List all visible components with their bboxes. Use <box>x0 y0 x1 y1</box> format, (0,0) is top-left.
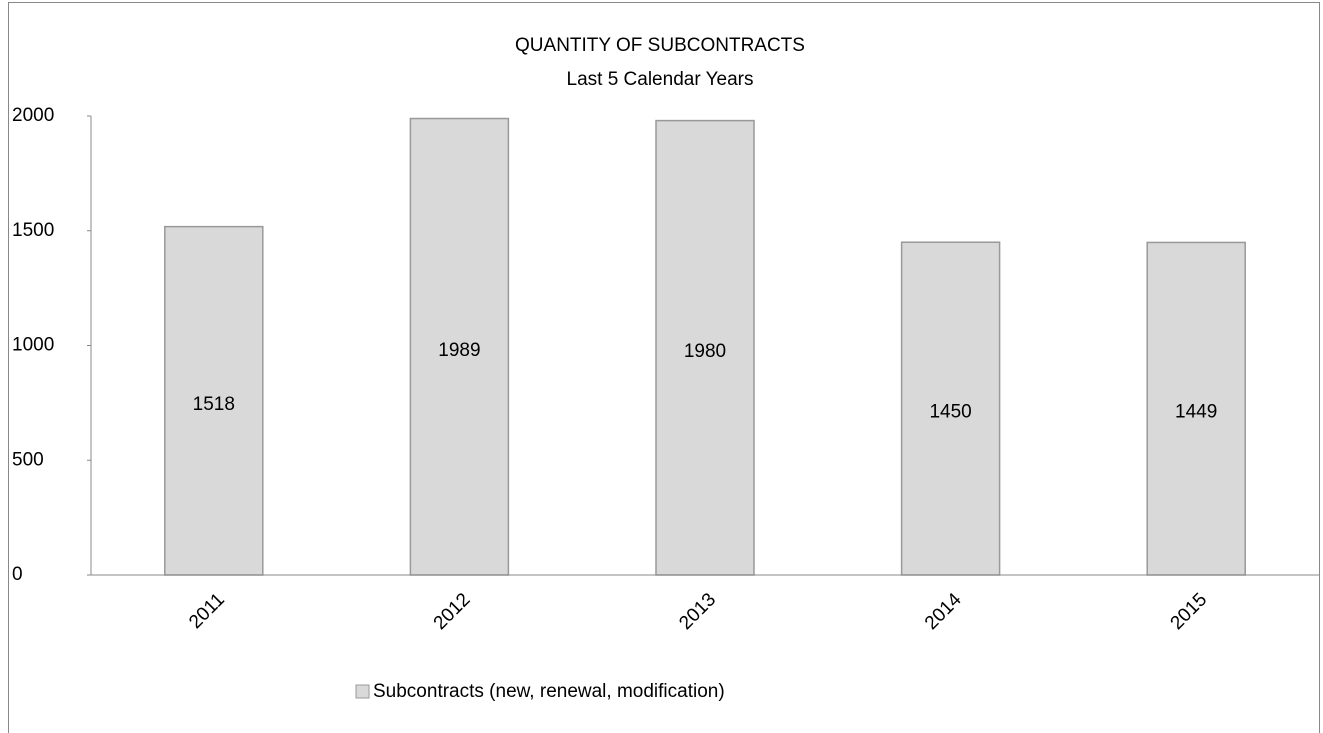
y-tick-label: 2000 <box>12 105 54 126</box>
chart-subtitle: Last 5 Calendar Years <box>567 69 754 90</box>
data-label: 1980 <box>684 341 726 362</box>
legend-label: Subcontracts (new, renewal, modification… <box>373 681 725 702</box>
y-tick-label: 1000 <box>12 335 54 356</box>
data-label: 1518 <box>193 394 235 415</box>
data-label: 1989 <box>438 340 480 361</box>
data-label: 1450 <box>929 402 971 423</box>
y-tick-label: 500 <box>12 449 44 470</box>
y-tick-label: 1500 <box>12 220 54 241</box>
bar <box>164 225 264 576</box>
data-label: 1449 <box>1175 402 1217 423</box>
y-tick-label: 0 <box>12 564 23 585</box>
bar <box>1146 241 1246 576</box>
legend-swatch <box>355 684 370 699</box>
bar <box>900 241 1001 576</box>
chart-title: QUANTITY OF SUBCONTRACTS <box>515 35 805 56</box>
bar <box>655 119 755 576</box>
